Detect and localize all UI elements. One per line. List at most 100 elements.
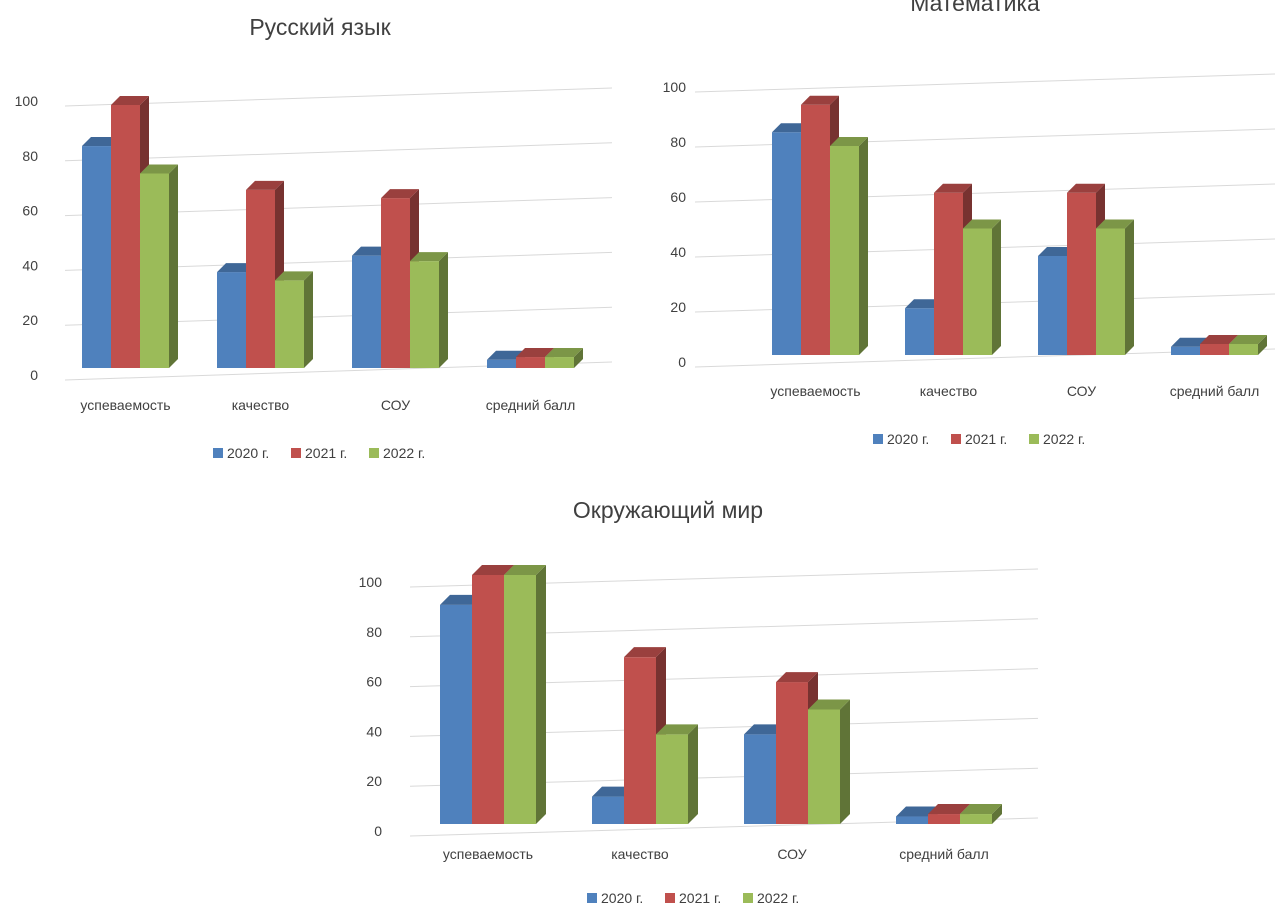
- legend-label: 2020 г.: [887, 431, 929, 447]
- bar-front: [1067, 192, 1096, 355]
- bar-top: [656, 724, 698, 735]
- bar-front: [963, 228, 992, 355]
- bar-side: [1258, 335, 1267, 355]
- y-tick-label: 60: [670, 189, 686, 205]
- y-tick-label: 20: [670, 299, 686, 315]
- legend-item: 2022 г.: [743, 890, 799, 906]
- bar-front: [934, 192, 963, 355]
- legend-swatch: [873, 434, 883, 444]
- bar-top: [808, 699, 850, 710]
- bar-front: [744, 734, 776, 824]
- bar-side: [536, 565, 546, 824]
- bar-top: [744, 724, 786, 735]
- gridline: [694, 73, 1276, 93]
- y-tick-label: 40: [670, 244, 686, 260]
- legend-item: 2022 г.: [369, 445, 425, 461]
- bar-front: [624, 657, 656, 824]
- bar-front: [545, 357, 574, 368]
- bar-top: [592, 786, 634, 797]
- bar-side: [574, 348, 583, 368]
- legend-swatch: [291, 448, 301, 458]
- legend-swatch: [1029, 434, 1039, 444]
- legend-swatch: [951, 434, 961, 444]
- gridline: [64, 87, 613, 107]
- category-label: успеваемость: [443, 846, 533, 862]
- bar-side: [169, 164, 178, 368]
- bar-side: [859, 137, 868, 355]
- bar-front: [487, 359, 516, 368]
- category-label: СОУ: [777, 846, 806, 862]
- y-tick-label: 40: [22, 257, 38, 273]
- category-label: средний балл: [899, 846, 989, 862]
- bar-front: [776, 682, 808, 824]
- bar: [656, 724, 698, 824]
- bar-top: [624, 647, 666, 658]
- legend-item: 2020 г.: [873, 431, 929, 447]
- bar-top: [246, 180, 284, 190]
- bar: [830, 137, 868, 355]
- chart-legend: 2020 г. 2021 г. 2022 г.: [873, 431, 1085, 447]
- legend-label: 2021 г.: [679, 890, 721, 906]
- bar-front: [472, 575, 504, 824]
- chart-title: Русский язык: [249, 14, 391, 40]
- bar-top: [1200, 335, 1238, 344]
- bar: [1229, 335, 1267, 355]
- bar-top: [776, 672, 818, 683]
- chart-title: Математика: [910, 0, 1040, 16]
- bar-top: [1067, 183, 1105, 193]
- bar-top: [217, 263, 255, 273]
- bar-front: [140, 173, 169, 368]
- bar-top: [905, 299, 943, 309]
- legend-label: 2022 г.: [1043, 431, 1085, 447]
- bar-top: [275, 271, 313, 281]
- bar-top: [960, 804, 1002, 815]
- bar-front: [82, 146, 111, 368]
- bar-front: [928, 814, 960, 824]
- bar-side: [992, 219, 1001, 355]
- bar-front: [656, 734, 688, 824]
- y-tick-label: 20: [366, 773, 382, 789]
- legend-item: 2021 г.: [291, 445, 347, 461]
- y-tick-label: 60: [22, 203, 38, 219]
- bar-front: [960, 814, 992, 824]
- bar: [275, 271, 313, 368]
- category-label: качество: [611, 846, 669, 862]
- category-label: средний балл: [1170, 383, 1260, 399]
- legend-label: 2022 г.: [383, 445, 425, 461]
- bar-top: [801, 95, 839, 105]
- y-tick-label: 0: [374, 823, 382, 839]
- y-tick-label: 80: [366, 624, 382, 640]
- bar-front: [217, 272, 246, 368]
- bar-top: [963, 219, 1001, 229]
- bar-side: [688, 724, 698, 824]
- bar-top: [896, 806, 938, 817]
- category-label: успеваемость: [770, 383, 860, 399]
- y-tick-label: 60: [366, 674, 382, 690]
- y-tick-label: 80: [670, 134, 686, 150]
- legend-item: 2022 г.: [1029, 431, 1085, 447]
- bar-front: [410, 261, 439, 368]
- bar-top: [928, 804, 970, 815]
- bar-top: [381, 189, 419, 199]
- category-label: качество: [920, 383, 978, 399]
- bar-front: [440, 604, 472, 824]
- bar: [808, 699, 850, 824]
- bar-top: [830, 137, 868, 146]
- category-label: СОУ: [381, 397, 410, 413]
- legend-item: 2021 г.: [665, 890, 721, 906]
- bar-top: [1229, 335, 1267, 344]
- bar: [1096, 219, 1134, 355]
- bar-front: [111, 104, 140, 369]
- category-label: успеваемость: [80, 397, 170, 413]
- bar-top: [82, 137, 120, 147]
- y-tick-label: 0: [30, 367, 38, 383]
- bar-side: [304, 271, 313, 368]
- bar-top: [487, 350, 525, 360]
- bar-top: [472, 565, 514, 575]
- bar-top: [504, 565, 546, 575]
- y-tick-label: 40: [366, 723, 382, 739]
- chart-russian: Русский язык 0 20 40 60 80 100 успеваемость кач…: [15, 14, 613, 461]
- bar: [140, 164, 178, 368]
- bar-front: [772, 132, 801, 355]
- y-tick-label: 80: [22, 148, 38, 164]
